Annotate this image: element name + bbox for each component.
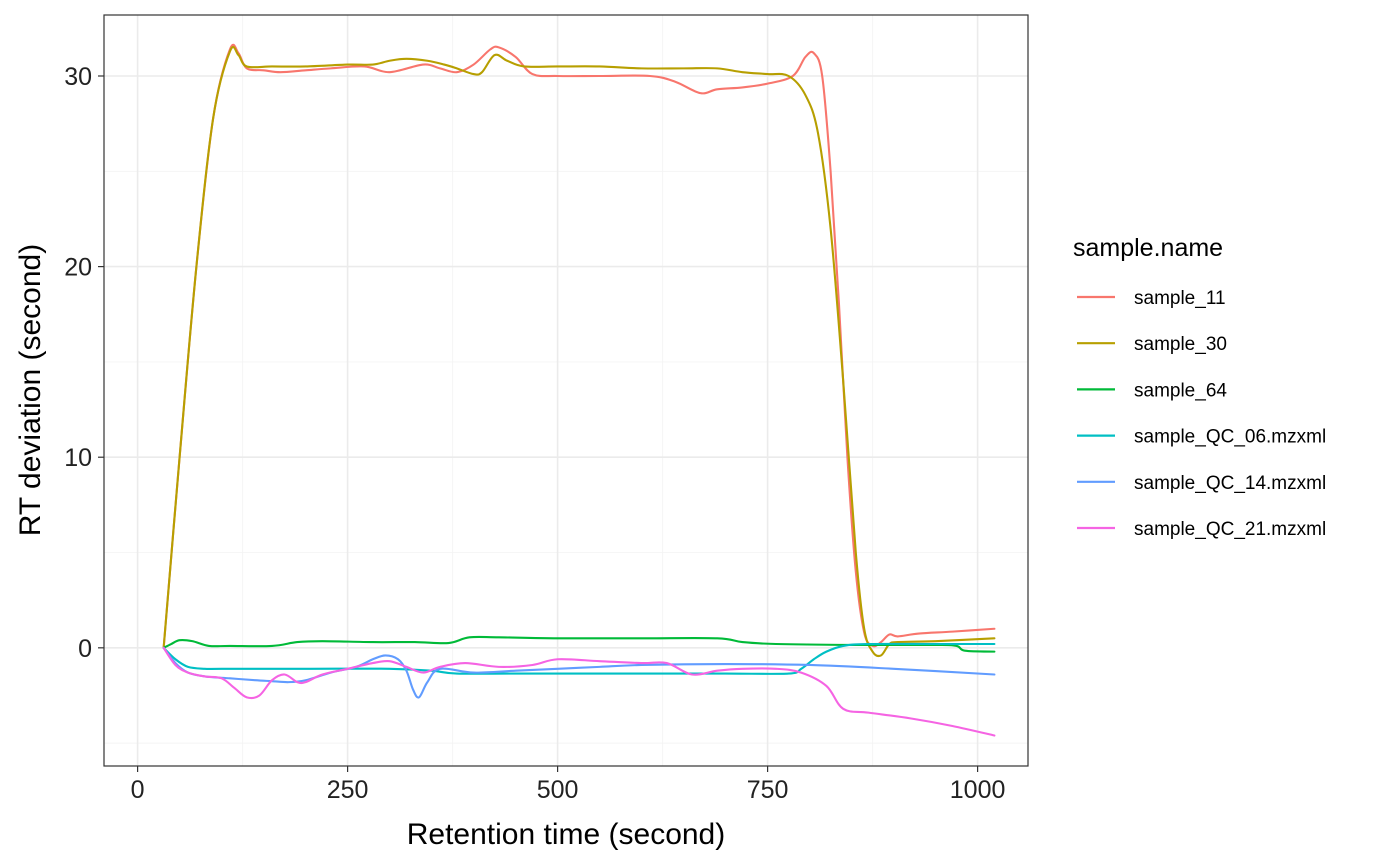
- y-tick-label: 30: [64, 63, 92, 91]
- x-axis-ticks: 0 250 500 750 1000: [131, 766, 1006, 804]
- series-line-sample-11: [162, 43, 996, 649]
- grid-minor: [104, 15, 1028, 766]
- series-line-sample-qc-06-mzxml: [162, 642, 996, 675]
- x-tick-label: 250: [327, 776, 369, 804]
- x-tick-label: 750: [747, 776, 789, 804]
- x-tick-label: 500: [537, 776, 579, 804]
- legend-label-sample-qc-21-mzxml: sample_QC_21.mzxml: [1134, 519, 1326, 540]
- legend: sample.name sample_11 sample_30 sample_64s…: [1073, 234, 1326, 540]
- x-axis-title: Retention time (second): [407, 818, 726, 851]
- legend-label-sample-64: sample_64: [1134, 380, 1227, 401]
- y-tick-label: 20: [64, 254, 92, 282]
- legend-label-sample-11: sample_11: [1134, 288, 1226, 309]
- y-tick-label: 10: [64, 444, 92, 472]
- y-tick-label: 0: [78, 635, 92, 663]
- legend-label-sample-30: sample_30: [1134, 334, 1227, 355]
- series-line-sample-qc-21-mzxml: [162, 646, 996, 737]
- legend-label-sample-qc-06-mzxml: sample_QC_06.mzxml: [1134, 427, 1326, 448]
- legend-title: sample.name: [1073, 234, 1223, 262]
- x-tick-label: 0: [131, 776, 145, 804]
- x-tick-label: 1000: [950, 776, 1006, 804]
- y-axis-title: RT deviation (second): [14, 244, 47, 536]
- plot-panel-background: [104, 15, 1028, 766]
- series-line-sample-30: [162, 45, 996, 658]
- series-line-sample-qc-14-mzxml: [162, 646, 996, 699]
- plot-panel-border: [103, 14, 1029, 767]
- y-axis-ticks: 0 10 20 30: [64, 63, 104, 663]
- series-lines: [162, 43, 996, 737]
- legend-label-sample-qc-14-mzxml: sample_QC_14.mzxml: [1134, 473, 1326, 494]
